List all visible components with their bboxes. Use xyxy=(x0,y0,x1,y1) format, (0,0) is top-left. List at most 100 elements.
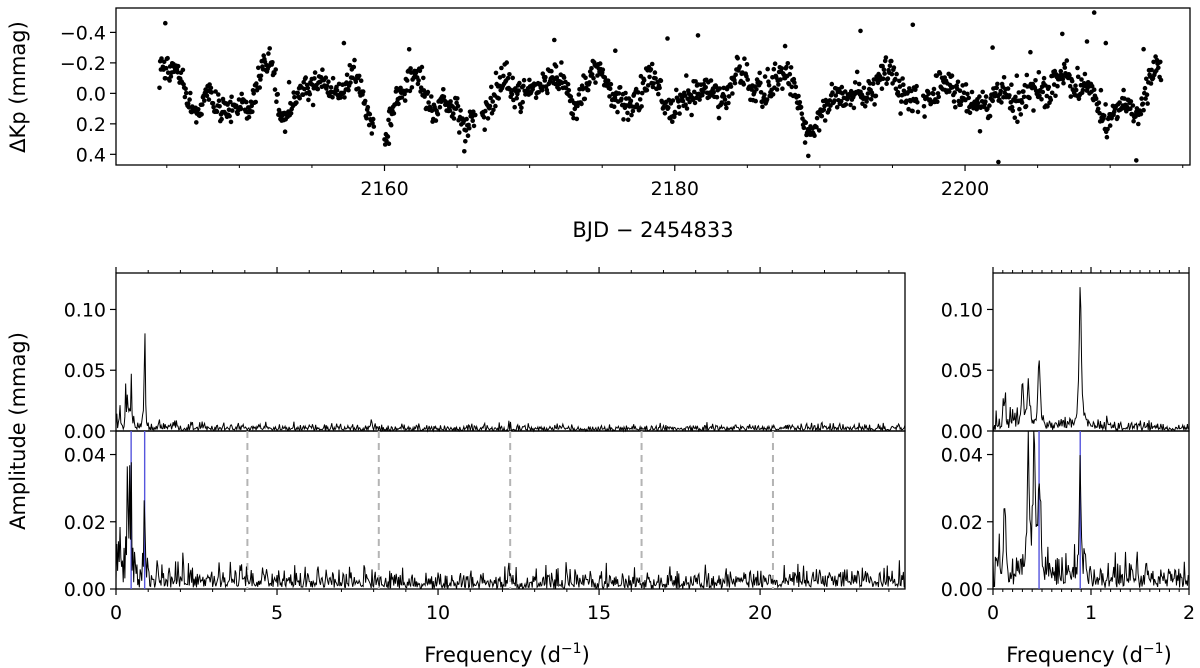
lightcurve-point xyxy=(258,73,264,79)
lightcurve-point xyxy=(216,98,222,103)
spectrum-lines xyxy=(115,287,1189,591)
lightcurve-point xyxy=(425,89,431,95)
lightcurve-point xyxy=(507,72,512,77)
lightcurve-point xyxy=(791,76,797,82)
lightcurve-point xyxy=(208,85,214,91)
lightcurve-point xyxy=(607,86,613,92)
lightcurve-point xyxy=(330,95,335,100)
lightcurve-point xyxy=(994,85,999,91)
lightcurve-point xyxy=(879,86,885,91)
lightcurve-point xyxy=(1089,83,1095,89)
lightcurve-point xyxy=(211,104,216,110)
lightcurve-point xyxy=(965,91,970,97)
lightcurve-point xyxy=(228,119,234,125)
lightcurve-point xyxy=(868,97,874,102)
lightcurve-point xyxy=(358,78,364,83)
lightcurve-point xyxy=(1156,65,1161,71)
lightcurve-point xyxy=(1143,96,1148,101)
lightcurve-point xyxy=(510,75,515,81)
lightcurve-point xyxy=(217,104,222,109)
lightcurve-point xyxy=(253,81,259,86)
lightcurve-point xyxy=(419,64,425,70)
lightcurve-point xyxy=(396,101,401,107)
lightcurve-point xyxy=(367,111,373,117)
lightcurve-point xyxy=(778,77,783,82)
lightcurve-point xyxy=(803,120,809,125)
lightcurve-point xyxy=(1073,87,1079,93)
lightcurve-point xyxy=(864,99,869,104)
lightcurve-point xyxy=(491,107,496,113)
lightcurve-point xyxy=(628,98,634,104)
lightcurve-x-tick-label: 2200 xyxy=(941,178,989,200)
lightcurve-point xyxy=(608,81,614,87)
lightcurve-point xyxy=(700,90,706,95)
lightcurve-point xyxy=(1103,40,1109,46)
lightcurve-point xyxy=(323,75,329,80)
lightcurve-point xyxy=(272,71,277,76)
lightcurve-point xyxy=(639,104,644,109)
lightcurve-point xyxy=(881,67,887,72)
lightcurve-point xyxy=(559,60,564,65)
lightcurve-point xyxy=(230,108,235,113)
lightcurve-point xyxy=(838,99,844,104)
lightcurve-point xyxy=(1013,94,1018,100)
lightcurve-point xyxy=(282,129,288,134)
lightcurve-point xyxy=(1059,73,1065,78)
lightcurve-point xyxy=(1041,75,1047,81)
lightcurve-point xyxy=(770,92,776,97)
lightcurve-point xyxy=(1107,123,1113,128)
lightcurve-point xyxy=(1128,99,1134,104)
lightcurve-point xyxy=(830,90,835,95)
lightcurve-y-tick-label: −0.4 xyxy=(60,22,106,44)
lightcurve-point xyxy=(812,133,817,138)
amp-top-frame xyxy=(115,272,906,432)
lightcurve-point xyxy=(607,94,612,99)
lightcurve-frame xyxy=(115,7,1191,166)
lightcurve-point xyxy=(741,82,746,87)
lightcurve-point xyxy=(344,72,350,78)
lightcurve-x-tick-label: 2180 xyxy=(651,178,699,200)
lightcurve-point xyxy=(365,104,371,110)
lightcurve-point xyxy=(899,99,904,104)
lightcurve-point xyxy=(167,78,172,83)
lightcurve-point xyxy=(797,100,803,105)
lightcurve-point xyxy=(518,109,523,115)
lightcurve-point xyxy=(833,93,839,98)
lightcurve-point xyxy=(854,69,860,75)
lightcurve-point xyxy=(352,57,357,63)
lightcurve-point xyxy=(517,80,522,86)
lightcurve-point xyxy=(521,77,527,83)
lightcurve-point xyxy=(703,85,708,90)
lightcurve-point xyxy=(385,134,391,139)
lightcurve-point xyxy=(839,84,845,90)
lightcurve-point xyxy=(272,87,278,92)
lightcurve-point xyxy=(261,53,267,58)
lightcurve-point xyxy=(561,75,567,80)
lightcurve-y-tick-label: 0.0 xyxy=(76,83,106,105)
lightcurve-point xyxy=(312,70,318,75)
lightcurve-point xyxy=(966,95,971,101)
lightcurve-point xyxy=(827,98,833,103)
lightcurve-point xyxy=(326,79,331,84)
lightcurve-point xyxy=(639,90,645,96)
lightcurve-point xyxy=(883,55,889,60)
lightcurve-point xyxy=(772,61,778,66)
lightcurve-point xyxy=(288,111,294,116)
lightcurve-point xyxy=(417,68,423,74)
lightcurve-point xyxy=(651,81,656,86)
lightcurve-point xyxy=(735,56,740,61)
lightcurve-point xyxy=(493,103,498,109)
lightcurve-point xyxy=(462,149,467,154)
lightcurve-point xyxy=(766,79,771,84)
lightcurve-point xyxy=(887,63,893,69)
lightcurve-point xyxy=(565,81,571,87)
lightcurve-point xyxy=(670,98,676,103)
lightcurve-point xyxy=(926,91,931,96)
lightcurve-point xyxy=(483,108,488,114)
amp-bottom-y-tick-label: 0.02 xyxy=(64,512,106,534)
lightcurve-point xyxy=(161,59,167,65)
lightcurve-point xyxy=(733,72,738,77)
lightcurve-point xyxy=(613,48,618,53)
lightcurve-point xyxy=(611,104,617,109)
lightcurve-point xyxy=(716,115,722,121)
